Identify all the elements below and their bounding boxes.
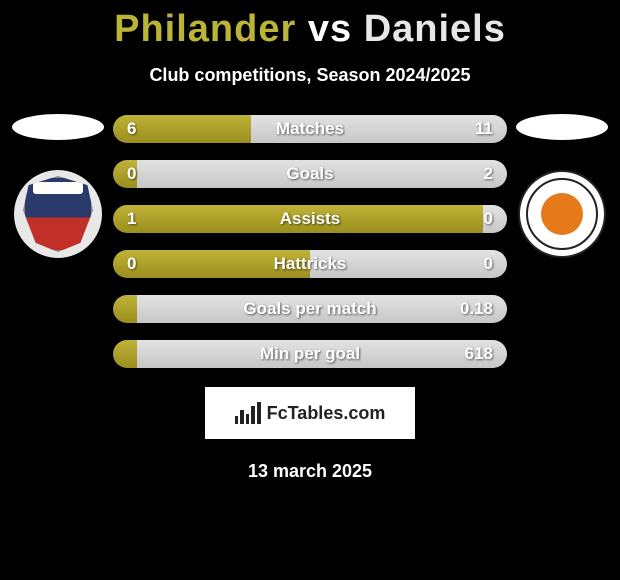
left-column: [8, 114, 108, 258]
player2-name: Daniels: [364, 8, 506, 50]
middle-row: 6 11 Matches 0 2 Goals 1 0 Assists 0 0 Hattricks 0.1…: [0, 114, 620, 369]
metric-left-value: 0: [127, 254, 136, 274]
metric-left-value: 1: [127, 209, 136, 229]
right-column: [512, 114, 612, 258]
metric-left-value: 0: [127, 164, 136, 184]
player1-name: Philander: [114, 8, 296, 50]
metric-right-value: 2: [484, 164, 493, 184]
brand-text: FcTables.com: [267, 403, 386, 424]
metric-label: Hattricks: [274, 254, 347, 274]
metric-right-value: 0: [484, 254, 493, 274]
bar-left-fill: [113, 295, 137, 323]
metric-bar: 0 0 Hattricks: [112, 249, 508, 279]
metric-bar: 0.18 Goals per match: [112, 294, 508, 324]
bar-chart-icon: [235, 402, 261, 424]
vs-word: vs: [308, 8, 352, 50]
metric-bar: 6 11 Matches: [112, 114, 508, 144]
brand-logo[interactable]: FcTables.com: [205, 387, 415, 439]
metric-right-value: 0: [484, 209, 493, 229]
page-title: Philander vs Daniels: [0, 0, 620, 51]
shield-icon: [23, 176, 93, 252]
metric-left-value: 6: [127, 119, 136, 139]
subtitle: Club competitions, Season 2024/2025: [0, 65, 620, 86]
metric-bars: 6 11 Matches 0 2 Goals 1 0 Assists 0 0 Hattricks 0.1…: [108, 114, 512, 369]
metric-bar: 618 Min per goal: [112, 339, 508, 369]
metric-label: Goals per match: [243, 299, 376, 319]
metric-right-value: 11: [475, 119, 493, 139]
metric-right-value: 618: [465, 344, 493, 364]
player1-flag-placeholder: [12, 114, 104, 140]
metric-bar: 1 0 Assists: [112, 204, 508, 234]
sun-icon: [541, 193, 583, 235]
comparison-card: Philander vs Daniels Club competitions, …: [0, 0, 620, 482]
metric-label: Matches: [276, 119, 344, 139]
metric-label: Goals: [286, 164, 333, 184]
date-text: 13 march 2025: [0, 461, 620, 482]
metric-label: Assists: [280, 209, 340, 229]
metric-right-value: 0.18: [460, 299, 493, 319]
metric-label: Min per goal: [260, 344, 360, 364]
player2-club-badge: [518, 170, 606, 258]
metric-bar: 0 2 Goals: [112, 159, 508, 189]
player2-flag-placeholder: [516, 114, 608, 140]
bar-left-fill: [113, 340, 137, 368]
player1-club-badge: [14, 170, 102, 258]
